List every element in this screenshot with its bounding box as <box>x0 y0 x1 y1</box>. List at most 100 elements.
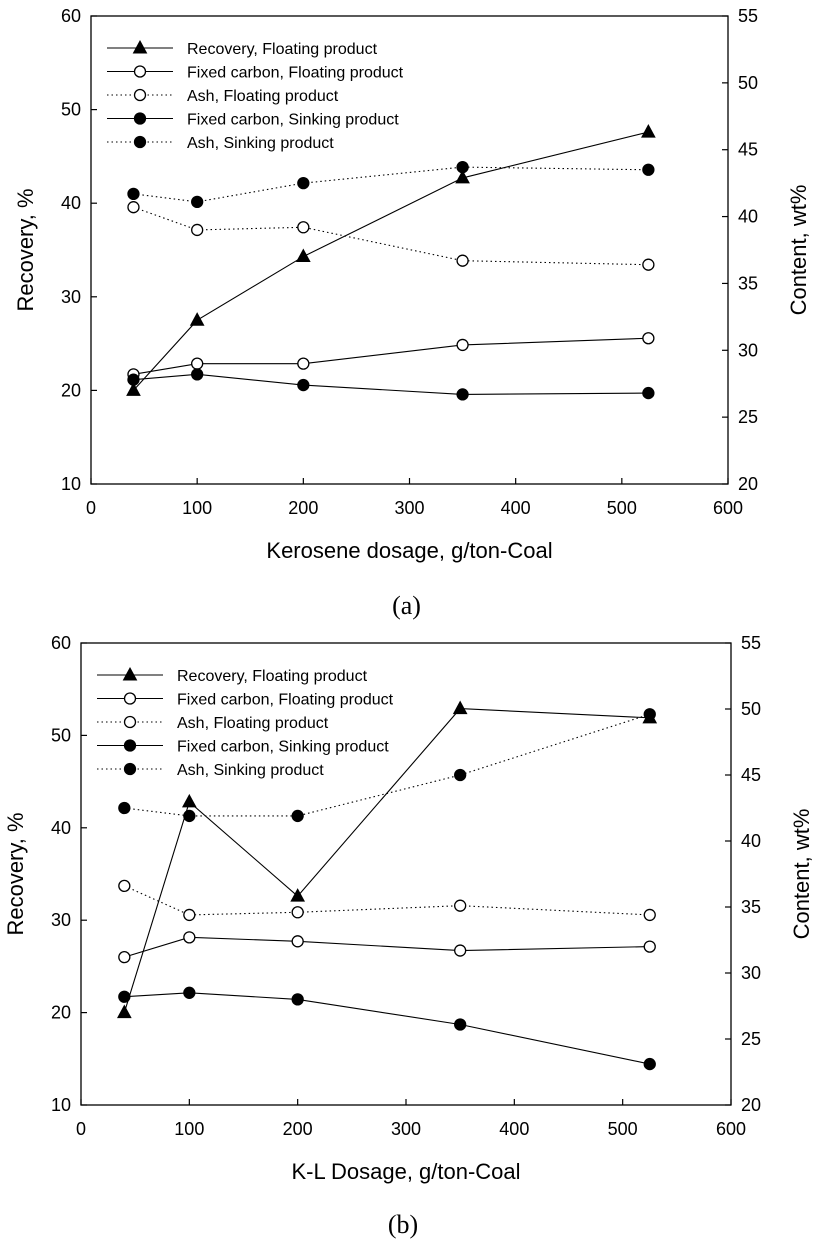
legend-marker <box>122 666 138 681</box>
panel-caption: (a) <box>392 591 421 620</box>
data-point <box>643 940 656 953</box>
x-tick-label: 500 <box>608 1119 638 1139</box>
legend-label: Recovery, Floating product <box>187 41 378 58</box>
series-fixed-carbon-floating-product <box>118 931 656 964</box>
data-point <box>456 254 469 267</box>
data-point <box>642 163 655 176</box>
x-tick-label: 0 <box>86 498 96 518</box>
legend-label: Recovery, Floating product <box>177 668 368 685</box>
series-line <box>124 885 650 916</box>
data-point <box>191 223 204 237</box>
legend-marker <box>133 88 147 102</box>
y2-tick-label: 40 <box>741 831 761 851</box>
plot-frame <box>90 15 729 485</box>
legend-label: Fixed carbon, Floating product <box>177 692 394 709</box>
data-point <box>642 386 655 400</box>
series-line <box>133 373 649 395</box>
data-point <box>189 312 205 326</box>
legend: Recovery, Floating product Fixed carbon, … <box>97 666 394 779</box>
y2-tick-label: 20 <box>738 474 758 494</box>
y-tick-label: 50 <box>61 100 81 120</box>
data-point <box>118 990 131 1003</box>
series-line <box>133 337 649 375</box>
y-tick-label: 50 <box>51 725 71 745</box>
data-point <box>191 357 204 370</box>
series-ash-sinking-product <box>118 708 656 823</box>
series-ash-floating-product <box>127 201 655 271</box>
data-point <box>118 951 131 964</box>
data-point <box>183 809 196 823</box>
series-fixed-carbon-sinking-product <box>127 368 655 401</box>
y-tick-label: 60 <box>61 6 81 26</box>
data-point <box>643 908 656 922</box>
y2-tick-label: 35 <box>741 897 761 917</box>
data-point <box>643 1057 656 1071</box>
data-point <box>295 248 311 263</box>
data-point <box>456 388 469 401</box>
y2-tick-label: 25 <box>738 407 758 427</box>
data-point <box>181 793 197 808</box>
legend-marker <box>123 739 137 752</box>
legend-label: Fixed carbon, Floating product <box>187 65 404 82</box>
y2-tick-label: 55 <box>741 633 761 653</box>
y-axis-title: Recovery, % <box>13 188 38 311</box>
series-line <box>124 992 650 1065</box>
legend-marker <box>133 65 147 78</box>
y2-tick-label: 40 <box>738 207 758 227</box>
plot-frame <box>80 642 732 1106</box>
series-line <box>133 206 649 266</box>
legend-label: Fixed carbon, Sinking product <box>187 112 399 129</box>
y-tick-label: 30 <box>51 910 71 930</box>
y2-tick-label: 25 <box>741 1029 761 1049</box>
data-point <box>456 160 469 174</box>
y2-tick-label: 20 <box>741 1095 761 1115</box>
series-recovery-floating-product <box>116 700 658 1019</box>
x-tick-label: 200 <box>288 498 318 518</box>
y2-tick-label: 45 <box>738 140 758 160</box>
y2-tick-label: 45 <box>741 765 761 785</box>
series-ash-floating-product <box>118 879 656 922</box>
y-tick-label: 30 <box>61 287 81 307</box>
chart-panel-b: 0 100 200 300 400 500 600 10 20 30 40 50 60 20 25 30 35 4… <box>3 633 814 1239</box>
series-ash-sinking-product <box>127 160 655 209</box>
data-point <box>297 378 310 392</box>
y-tick-label: 10 <box>61 474 81 494</box>
data-point <box>126 382 141 396</box>
y-tick-label: 40 <box>51 818 71 838</box>
y-tick-label: 60 <box>51 633 71 653</box>
y2-tick-label: 30 <box>738 340 758 360</box>
x-tick-label: 600 <box>713 498 743 518</box>
data-point <box>118 879 131 893</box>
data-point <box>455 169 470 184</box>
series-recovery-floating-product <box>126 124 656 396</box>
chart-panel-a: 0 100 200 300 400 500 600 10 20 30 40 50 60 20 25 30 35 4… <box>13 6 811 620</box>
y-tick-label: 40 <box>61 193 81 213</box>
x-tick-label: 600 <box>716 1119 746 1139</box>
x-tick-label: 200 <box>283 1119 313 1139</box>
data-point <box>454 1018 467 1031</box>
x-axis-title: K-L Dosage, g/ton-Coal <box>291 1159 520 1184</box>
data-point <box>127 187 140 200</box>
data-point <box>641 124 656 138</box>
legend-label: Ash, Sinking product <box>177 762 324 779</box>
series-fixed-carbon-sinking-product <box>118 986 656 1071</box>
legend-label: Ash, Floating product <box>187 88 339 105</box>
data-point <box>118 801 131 815</box>
data-point <box>297 221 310 234</box>
legend-marker <box>123 762 137 776</box>
data-point <box>297 357 310 370</box>
data-point <box>642 332 655 345</box>
data-point <box>291 809 304 823</box>
legend: Recovery, Floating product Fixed carbon, … <box>107 39 404 152</box>
y2-axis-title: Content, wt% <box>789 809 814 940</box>
y-axis-title: Recovery, % <box>3 812 28 935</box>
panel-caption: (b) <box>388 1210 418 1239</box>
x-axis-title: Kerosene dosage, g/ton-Coal <box>266 538 552 563</box>
series-line <box>133 166 649 203</box>
y2-tick-label: 50 <box>741 699 761 719</box>
series-line <box>133 131 649 391</box>
legend-label: Ash, Sinking product <box>187 135 334 152</box>
y-tick-label: 20 <box>51 1003 71 1023</box>
y2-tick-label: 50 <box>738 73 758 93</box>
